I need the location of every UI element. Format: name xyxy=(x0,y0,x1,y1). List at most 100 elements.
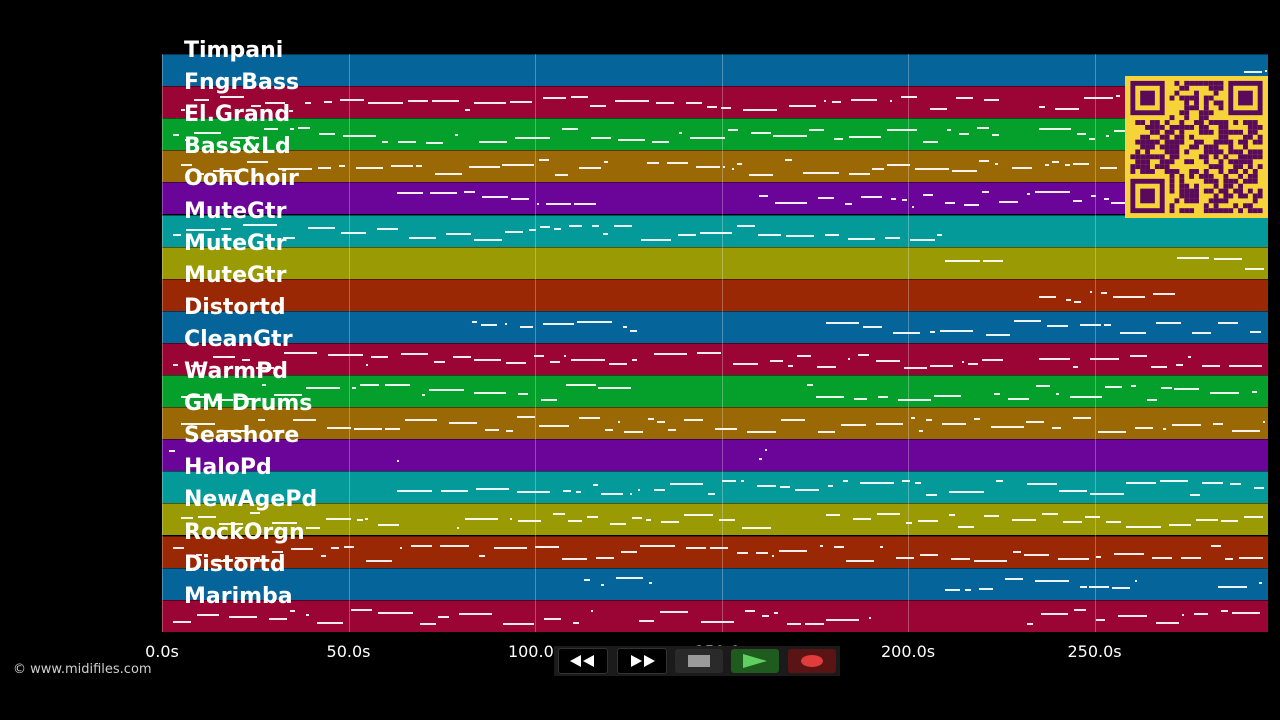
note xyxy=(1069,396,1102,398)
record-button[interactable] xyxy=(787,649,836,673)
note xyxy=(677,233,697,236)
note xyxy=(1120,331,1146,334)
note xyxy=(648,418,654,421)
note xyxy=(219,96,244,99)
note xyxy=(748,174,773,177)
track-lane xyxy=(162,150,1268,183)
note xyxy=(484,429,499,432)
note xyxy=(553,513,566,516)
note xyxy=(456,527,460,530)
note xyxy=(317,167,331,170)
note xyxy=(637,489,640,492)
track-label: Seashore xyxy=(184,423,300,449)
note xyxy=(272,550,283,553)
track-lane xyxy=(162,471,1268,504)
note xyxy=(1113,295,1146,298)
note xyxy=(546,203,572,206)
note xyxy=(446,232,472,235)
note xyxy=(468,166,500,169)
note xyxy=(471,320,478,323)
note xyxy=(740,480,744,483)
note xyxy=(249,512,261,515)
note xyxy=(826,618,859,621)
note xyxy=(1027,483,1057,486)
rewind-button[interactable] xyxy=(558,648,609,674)
note xyxy=(982,191,989,194)
note xyxy=(378,524,399,527)
note xyxy=(549,360,561,363)
note xyxy=(911,206,914,209)
note xyxy=(641,238,672,241)
note xyxy=(473,238,502,241)
note xyxy=(949,491,985,494)
note xyxy=(505,230,523,233)
note xyxy=(645,519,652,522)
stop-button[interactable] xyxy=(674,649,723,673)
note xyxy=(326,427,351,430)
note xyxy=(419,622,437,625)
track-label: Bass&Ld xyxy=(184,134,291,160)
note xyxy=(930,108,948,111)
note xyxy=(718,519,736,522)
note xyxy=(967,362,979,365)
note xyxy=(919,430,923,433)
note xyxy=(922,194,933,197)
note xyxy=(1259,581,1263,584)
note xyxy=(578,417,601,420)
note xyxy=(515,137,551,140)
note xyxy=(1073,163,1089,166)
note xyxy=(196,553,202,556)
note xyxy=(214,399,233,401)
note xyxy=(961,360,965,363)
note xyxy=(1065,298,1071,301)
note xyxy=(942,423,967,426)
note xyxy=(571,358,606,361)
note xyxy=(339,165,345,168)
note xyxy=(654,352,687,355)
note xyxy=(1104,323,1111,326)
note xyxy=(958,526,975,529)
note xyxy=(847,237,875,240)
note xyxy=(261,384,266,386)
note xyxy=(543,617,561,620)
track-lane xyxy=(162,439,1268,472)
note xyxy=(886,164,910,167)
note xyxy=(613,224,633,227)
note xyxy=(797,354,811,357)
note xyxy=(652,141,669,144)
rewind-icon xyxy=(570,655,595,667)
note xyxy=(973,559,1007,562)
note xyxy=(769,359,784,362)
note xyxy=(879,545,884,548)
play-button[interactable] xyxy=(731,649,780,673)
note xyxy=(326,518,352,521)
note xyxy=(984,515,1000,518)
note xyxy=(1221,520,1238,523)
note xyxy=(744,609,756,612)
note xyxy=(567,520,583,523)
note xyxy=(976,127,990,130)
note xyxy=(632,358,638,361)
note xyxy=(1114,130,1128,133)
fast-forward-button[interactable] xyxy=(616,648,667,674)
note xyxy=(914,482,922,485)
note xyxy=(979,587,993,590)
note xyxy=(212,355,236,358)
note xyxy=(926,419,932,422)
note xyxy=(1059,490,1087,493)
stop-icon xyxy=(687,655,710,667)
note xyxy=(196,613,219,616)
grid-line xyxy=(908,54,910,632)
note xyxy=(1111,586,1131,589)
note xyxy=(537,203,540,206)
note xyxy=(343,135,376,138)
note xyxy=(1231,611,1260,614)
track-label: RockOrgn xyxy=(184,519,305,545)
note xyxy=(891,198,897,201)
note xyxy=(1052,427,1061,430)
note xyxy=(853,398,868,400)
note xyxy=(272,430,284,433)
track-label: MuteGtr xyxy=(184,262,287,288)
note xyxy=(788,105,816,108)
track-lane xyxy=(162,599,1268,632)
